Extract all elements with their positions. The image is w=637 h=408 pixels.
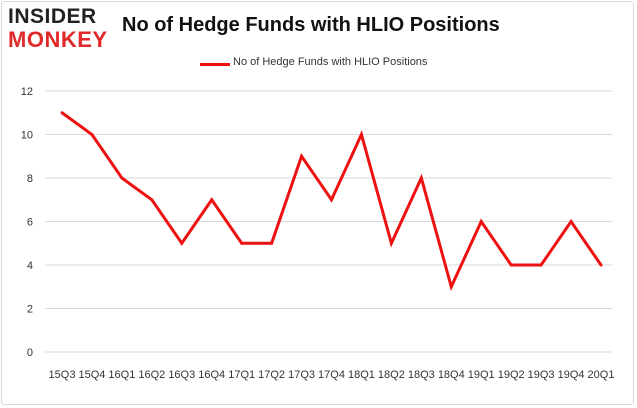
x-tick-label: 17Q3 bbox=[288, 369, 315, 381]
data-point bbox=[270, 241, 274, 245]
data-point bbox=[569, 220, 573, 223]
y-tick-label: 0 bbox=[27, 347, 33, 359]
x-tick-label: 18Q3 bbox=[408, 369, 435, 381]
data-point bbox=[359, 133, 363, 136]
x-tick-label: 16Q4 bbox=[198, 369, 225, 381]
x-tick-label: 18Q2 bbox=[378, 369, 405, 381]
x-axis-ticks: 15Q3 15Q4 16Q1 16Q2 16Q3 16Q4 17Q1 17Q2 17Q3 17Q4… bbox=[49, 369, 615, 381]
x-tick-label: 19Q3 bbox=[528, 369, 555, 381]
data-point bbox=[389, 241, 393, 245]
data-point bbox=[150, 198, 154, 202]
y-tick-label: 6 bbox=[27, 217, 33, 229]
data-point bbox=[300, 154, 304, 158]
x-tick-label: 17Q1 bbox=[228, 369, 255, 381]
data-point bbox=[90, 133, 94, 136]
data-point bbox=[120, 176, 124, 180]
data-point bbox=[479, 220, 483, 223]
data-point bbox=[330, 198, 333, 202]
chart-title: No of Hedge Funds with HLIO Positions bbox=[122, 14, 500, 36]
x-tick-label: 20Q1 bbox=[588, 369, 615, 381]
x-tick-label: 18Q1 bbox=[348, 369, 375, 381]
y-tick-label: 8 bbox=[27, 173, 33, 185]
y-tick-label: 4 bbox=[27, 260, 33, 272]
x-tick-label: 17Q2 bbox=[258, 369, 285, 381]
insider-monkey-logo: INSIDER MONKEY bbox=[8, 6, 118, 54]
x-tick-label: 19Q2 bbox=[498, 369, 525, 381]
data-point bbox=[509, 263, 513, 267]
data-point bbox=[210, 198, 214, 202]
x-tick-label: 15Q3 bbox=[49, 369, 76, 381]
x-tick-label: 17Q4 bbox=[318, 369, 345, 381]
x-tick-label: 16Q2 bbox=[138, 369, 165, 381]
data-point bbox=[240, 241, 244, 245]
data-point bbox=[449, 285, 453, 289]
legend-label: No of Hedge Funds with HLIO Positions bbox=[233, 56, 428, 68]
gridlines bbox=[45, 90, 612, 353]
data-point bbox=[60, 111, 64, 115]
y-tick-label: 10 bbox=[21, 130, 33, 142]
series-layer bbox=[60, 111, 603, 292]
logo-line-2: MONKEY bbox=[8, 27, 108, 52]
y-tick-label: 2 bbox=[27, 304, 33, 316]
data-point bbox=[539, 263, 543, 267]
x-tick-label: 16Q3 bbox=[168, 369, 195, 381]
x-tick-label: 19Q1 bbox=[468, 369, 495, 381]
logo-line-1: INSIDER bbox=[8, 5, 97, 28]
x-tick-label: 16Q1 bbox=[108, 369, 135, 381]
x-tick-label: 15Q4 bbox=[78, 369, 105, 381]
data-point bbox=[419, 176, 423, 180]
y-axis-ticks: 0 2 4 6 8 10 12 bbox=[21, 86, 33, 359]
x-tick-label: 18Q4 bbox=[438, 369, 465, 381]
y-tick-label: 12 bbox=[21, 86, 33, 98]
legend-swatch bbox=[200, 63, 230, 66]
x-tick-label: 19Q4 bbox=[558, 369, 585, 381]
data-point bbox=[599, 263, 603, 267]
data-point bbox=[180, 241, 184, 245]
